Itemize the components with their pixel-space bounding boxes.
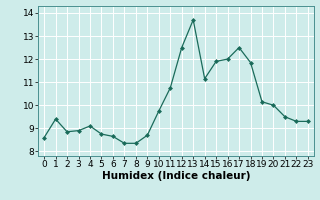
X-axis label: Humidex (Indice chaleur): Humidex (Indice chaleur) [102,171,250,181]
